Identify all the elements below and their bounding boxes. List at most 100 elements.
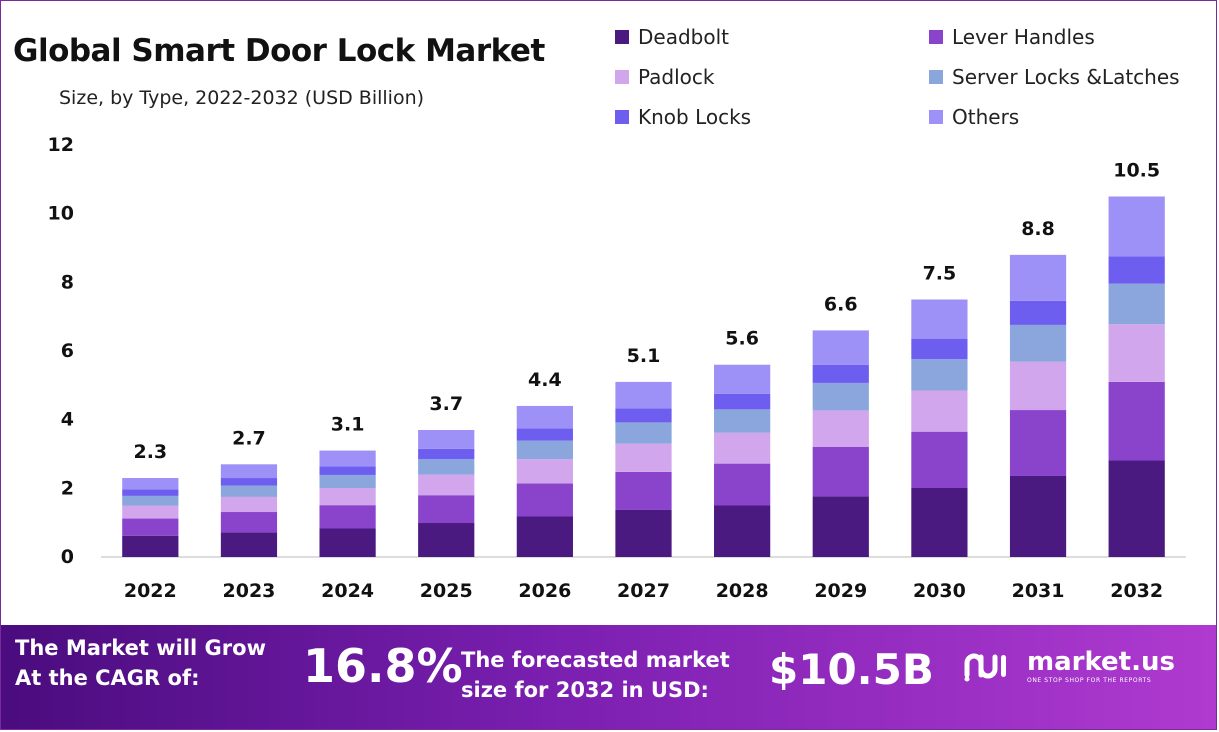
bar-segment-padlock-2031 <box>1009 361 1067 411</box>
bar-segment-lever-handles-2030 <box>911 431 968 488</box>
legend-item-lever-handles: Lever Handles <box>929 25 1095 49</box>
bar-segment-lever-handles-2024 <box>319 505 376 529</box>
legend-swatch-padlock <box>615 70 629 84</box>
bar-segment-server-locks-latches-2029 <box>812 382 869 411</box>
bar-segment-deadbolt-2031 <box>1009 475 1067 557</box>
y-tick-label: 8 <box>61 271 74 293</box>
bar-segment-knob-locks-2024 <box>319 466 376 475</box>
bar-segment-knob-locks-2032 <box>1108 256 1165 284</box>
bar-segment-padlock-2032 <box>1108 324 1165 382</box>
bar-segment-others-2026 <box>516 405 573 429</box>
legend-item-others: Others <box>929 105 1019 129</box>
legend-item-server-locks: Server Locks &Latches <box>929 65 1180 89</box>
cagr-label: The Market will Grow At the CAGR of: <box>15 633 266 693</box>
total-label-2028: 5.6 <box>725 328 759 350</box>
bar-segment-others-2023 <box>220 464 278 479</box>
legend-swatch-deadbolt <box>615 30 629 44</box>
bar-segment-padlock-2022 <box>122 505 179 519</box>
bar-segment-lever-handles-2022 <box>122 518 179 536</box>
forecast-label: The forecasted market size for 2032 in U… <box>461 645 730 705</box>
y-tick-label: 0 <box>61 546 74 568</box>
legend-label-knob-locks: Knob Locks <box>638 105 752 129</box>
bar-segment-lever-handles-2025 <box>418 495 475 524</box>
bar-segment-server-locks-latches-2028 <box>714 409 771 433</box>
x-tick-label-2029: 2029 <box>814 580 867 602</box>
total-label-2031: 8.8 <box>1021 218 1055 240</box>
total-label-2029: 6.6 <box>824 293 858 315</box>
bar-segment-deadbolt-2027 <box>615 509 672 557</box>
x-tick-label-2024: 2024 <box>321 580 374 602</box>
bar-segment-padlock-2025 <box>418 474 475 496</box>
legend-label-lever-handles: Lever Handles <box>952 25 1095 49</box>
bar-segment-others-2027 <box>615 381 672 409</box>
total-label-2030: 7.5 <box>923 263 957 285</box>
total-label-2022: 2.3 <box>133 441 167 463</box>
stacked-bar-chart: 0 2 4 6 8 10 12 2.3 2022 2.7 2023 3.1 2024 3.7 2025 4.4… <box>48 134 1186 602</box>
bar-segment-others-2029 <box>812 330 869 365</box>
chart-legend: Deadbolt Lever Handles Padlock Server Lo… <box>615 25 1215 135</box>
bar-segment-lever-handles-2026 <box>516 483 573 517</box>
bar-segment-padlock-2028 <box>714 432 771 464</box>
legend-swatch-server-locks <box>929 70 943 84</box>
total-label-2032: 10.5 <box>1113 160 1160 182</box>
bar-segment-deadbolt-2024 <box>319 528 376 557</box>
bar-segment-server-locks-latches-2024 <box>319 474 376 488</box>
bar-segment-deadbolt-2025 <box>418 523 475 557</box>
bar-segment-server-locks-latches-2023 <box>220 485 278 497</box>
bar-segment-server-locks-latches-2022 <box>122 495 179 506</box>
x-tick-label-2022: 2022 <box>124 580 177 602</box>
x-tick-label-2027: 2027 <box>617 580 670 602</box>
cagr-label-line1: The Market will Grow <box>15 636 266 660</box>
bar-segment-deadbolt-2029 <box>812 496 869 557</box>
bar-segment-knob-locks-2028 <box>714 393 771 410</box>
legend-swatch-knob-locks <box>615 110 629 124</box>
bar-segment-padlock-2030 <box>911 390 968 432</box>
brand-tagline: ONE STOP SHOP FOR THE REPORTS <box>1027 677 1152 684</box>
total-label-2024: 3.1 <box>331 414 365 436</box>
x-tick-label-2025: 2025 <box>420 580 473 602</box>
bar-segment-deadbolt-2028 <box>714 505 771 557</box>
x-tick-label-2030: 2030 <box>913 580 966 602</box>
bar-segment-others-2025 <box>418 429 475 449</box>
bar-segment-deadbolt-2030 <box>911 487 968 557</box>
summary-banner: The Market will Grow At the CAGR of: 16.… <box>1 625 1216 729</box>
bar-segment-others-2022 <box>122 478 179 490</box>
brand-name: market.us <box>1027 647 1175 677</box>
bar-segment-server-locks-latches-2031 <box>1009 324 1067 362</box>
bar-segment-deadbolt-2022 <box>122 535 179 557</box>
bar-segment-knob-locks-2022 <box>122 489 179 496</box>
cagr-label-line2: At the CAGR of: <box>15 666 200 690</box>
bar-segment-knob-locks-2031 <box>1009 300 1067 325</box>
bar-segment-others-2030 <box>911 299 968 339</box>
bar-segment-lever-handles-2029 <box>812 446 869 497</box>
y-tick-label: 2 <box>61 477 74 499</box>
bar-segment-padlock-2023 <box>220 496 278 513</box>
total-label-2025: 3.7 <box>429 393 463 415</box>
bar-segment-knob-locks-2027 <box>615 408 672 423</box>
bar-segment-server-locks-latches-2032 <box>1108 283 1165 325</box>
bar-segment-others-2024 <box>319 450 376 467</box>
forecast-label-line2: size for 2032 in USD: <box>461 678 709 702</box>
cagr-value: 16.8% <box>303 639 463 693</box>
brand-text: market.us ONE STOP SHOP FOR THE REPORTS <box>1027 647 1175 685</box>
bar-segment-others-2028 <box>714 364 771 394</box>
total-label-2027: 5.1 <box>627 345 661 367</box>
chart-subtitle: Size, by Type, 2022-2032 (USD Billion) <box>59 87 425 109</box>
bar-segment-server-locks-latches-2026 <box>516 440 573 460</box>
forecast-label-line1: The forecasted market <box>461 648 730 672</box>
bar-segment-deadbolt-2032 <box>1108 460 1165 557</box>
legend-item-knob-locks: Knob Locks <box>615 105 751 129</box>
bar-segment-server-locks-latches-2025 <box>418 459 475 475</box>
x-tick-label-2028: 2028 <box>716 580 769 602</box>
legend-swatch-lever-handles <box>929 30 943 44</box>
bar-segment-lever-handles-2027 <box>615 471 672 510</box>
bar-segment-knob-locks-2026 <box>516 428 573 441</box>
bar-segment-lever-handles-2023 <box>220 512 278 533</box>
y-tick-label: 4 <box>61 409 74 431</box>
brand-logo: market.us ONE STOP SHOP FOR THE REPORTS <box>963 647 1175 685</box>
bar-segment-padlock-2027 <box>615 443 672 472</box>
bar-segment-lever-handles-2028 <box>714 463 771 506</box>
total-label-2023: 2.7 <box>232 427 266 449</box>
bar-segment-server-locks-latches-2030 <box>911 359 968 391</box>
